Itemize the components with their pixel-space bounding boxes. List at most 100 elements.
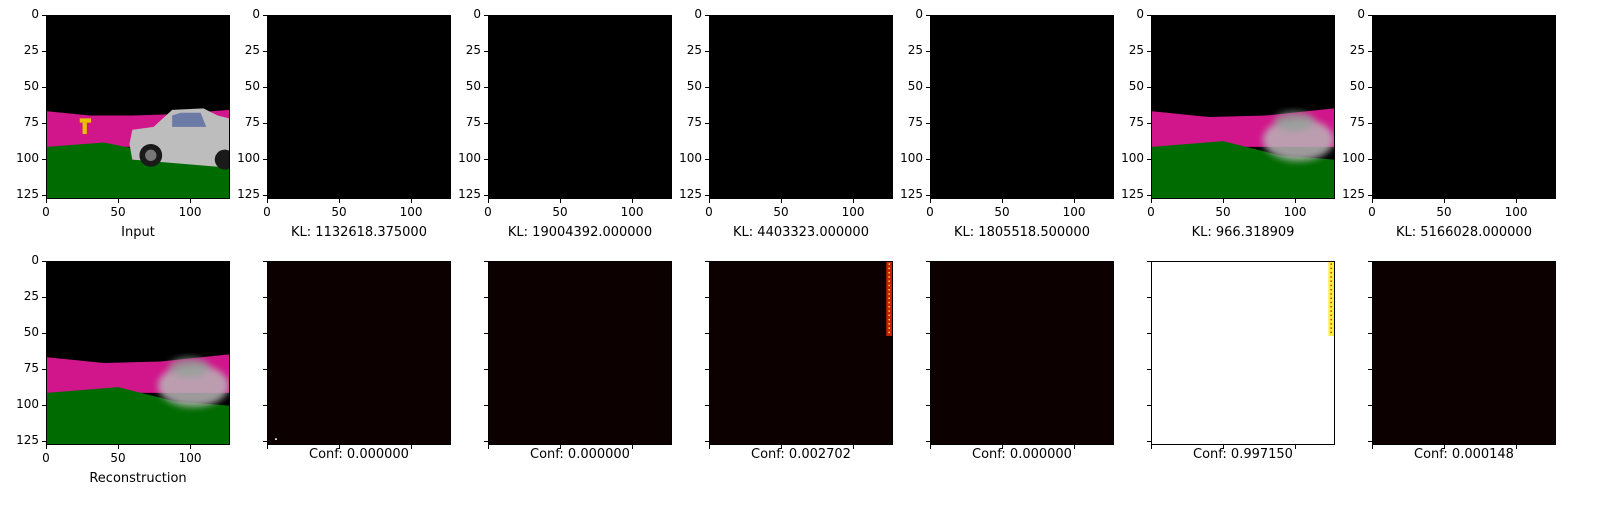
x-tick-mark	[1151, 445, 1152, 449]
y-tick-mark	[1368, 15, 1372, 16]
y-tick-mark	[484, 405, 488, 407]
y-tick-label: 0	[694, 7, 702, 21]
x-tick-mark	[339, 199, 341, 203]
x-tick-label: 100	[178, 205, 202, 219]
x-tick-label: 0	[263, 205, 271, 219]
y-tick-mark	[926, 261, 930, 262]
y-tick-mark	[1147, 297, 1151, 299]
image-axes	[709, 261, 893, 445]
y-tick-label: 50	[907, 79, 923, 94]
y-tick-mark	[705, 297, 709, 299]
x-tick-mark	[709, 199, 710, 203]
y-tick-mark	[484, 15, 488, 16]
x-tick-mark	[411, 199, 413, 203]
y-tick-mark	[926, 123, 930, 125]
y-tick-mark	[1147, 333, 1151, 335]
x-tick-mark	[1223, 199, 1225, 203]
y-tick-mark	[705, 159, 709, 161]
blurry-car-top	[169, 357, 210, 378]
y-tick-label: 25	[686, 43, 702, 58]
y-tick-label: 100	[458, 151, 481, 166]
y-tick-label: 125	[16, 433, 39, 448]
y-tick-mark	[263, 405, 267, 407]
image-axes	[930, 15, 1114, 199]
image-background	[931, 16, 1113, 198]
y-tick-mark	[484, 297, 488, 299]
subplot-caption: KL: 1805518.500000	[954, 225, 1090, 240]
y-tick-label: 125	[1121, 187, 1144, 202]
y-tick-mark	[42, 51, 46, 53]
x-tick-mark	[1516, 445, 1518, 449]
x-tick-mark	[1516, 199, 1518, 203]
x-tick-mark	[632, 199, 634, 203]
y-tick-mark	[926, 195, 930, 197]
subplot-caption: Reconstruction	[89, 471, 187, 486]
y-tick-mark	[484, 159, 488, 161]
subplot-caption: Conf: 0.000000	[972, 447, 1072, 462]
y-tick-mark	[705, 195, 709, 197]
y-tick-mark	[484, 333, 488, 335]
heatmap-stripe-dot	[1330, 280, 1332, 282]
y-tick-label: 50	[1349, 79, 1365, 94]
y-tick-label: 50	[23, 325, 39, 340]
heatmap-hot-dot	[888, 314, 890, 317]
x-tick-mark	[781, 445, 783, 449]
y-tick-label: 125	[237, 187, 260, 202]
y-tick-label: 25	[244, 43, 260, 58]
subplot-caption: KL: 5166028.000000	[1396, 225, 1532, 240]
x-tick-mark	[1074, 199, 1076, 203]
y-tick-label: 125	[900, 187, 923, 202]
y-tick-mark	[705, 15, 709, 16]
x-tick-label: 50	[110, 451, 126, 465]
y-tick-label: 100	[900, 151, 923, 166]
y-tick-label: 0	[252, 7, 260, 21]
image-content	[931, 262, 1113, 444]
y-tick-mark	[484, 123, 488, 125]
x-tick-mark	[1372, 199, 1373, 203]
subplot-caption: Conf: 0.002702	[751, 447, 851, 462]
y-tick-mark	[263, 333, 267, 335]
image-background	[710, 16, 892, 198]
x-tick-mark	[411, 445, 413, 449]
x-tick-mark	[853, 445, 855, 449]
y-tick-mark	[1147, 123, 1151, 125]
y-tick-mark	[1147, 51, 1151, 53]
image-axes	[267, 261, 451, 445]
y-tick-label: 75	[244, 115, 260, 130]
blurry-car	[157, 364, 229, 408]
y-tick-mark	[705, 369, 709, 371]
image-background	[1373, 16, 1555, 198]
car-wheel-rear	[214, 149, 229, 170]
y-tick-mark	[1368, 405, 1372, 407]
subplot-caption: Conf: 0.997150	[1193, 447, 1293, 462]
x-tick-mark	[853, 199, 855, 203]
x-tick-label: 100	[841, 205, 865, 219]
image-content	[710, 262, 892, 444]
y-tick-mark	[926, 441, 930, 443]
y-tick-mark	[263, 159, 267, 161]
y-tick-mark	[42, 261, 46, 262]
subplot-caption: Conf: 0.000000	[309, 447, 409, 462]
y-tick-label: 50	[1128, 79, 1144, 94]
y-tick-mark	[1368, 123, 1372, 125]
y-tick-mark	[1368, 159, 1372, 161]
y-tick-mark	[42, 405, 46, 407]
y-tick-mark	[926, 297, 930, 299]
image-content	[268, 16, 450, 198]
heatmap-stripe-dot	[1330, 284, 1332, 287]
y-tick-mark	[1147, 261, 1151, 262]
x-tick-label: 0	[42, 451, 50, 465]
y-tick-label: 0	[31, 253, 39, 267]
x-tick-mark	[190, 199, 192, 203]
heatmap-hot-dot	[888, 263, 890, 265]
image-axes	[267, 15, 451, 199]
x-tick-mark	[632, 445, 634, 449]
x-tick-label: 0	[926, 205, 934, 219]
heatmap-stripe-dot	[1330, 263, 1332, 265]
y-tick-mark	[263, 297, 267, 299]
x-tick-mark	[118, 445, 120, 449]
heatmap-stripe-dot	[1330, 297, 1332, 299]
subplot-caption: Conf: 0.000000	[530, 447, 630, 462]
y-tick-mark	[484, 369, 488, 371]
heatmap-stripe-dot	[1330, 293, 1332, 295]
